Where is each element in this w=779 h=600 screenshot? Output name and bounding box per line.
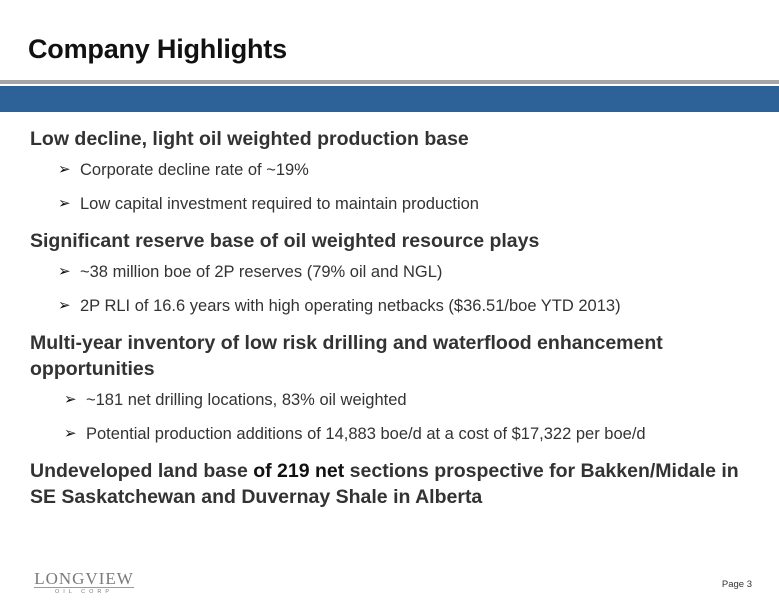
- arrow-bullet-icon: ➢: [58, 161, 71, 178]
- bullet-text: Corporate decline rate of ~19%: [80, 161, 309, 179]
- bullet-text: ~38 million boe of 2P reserves (79% oil …: [80, 263, 443, 281]
- logo-subtitle: OIL CORP: [34, 587, 134, 595]
- arrow-bullet-icon: ➢: [58, 195, 71, 212]
- arrow-bullet-icon: ➢: [58, 263, 71, 280]
- bullet-item: ➢ 2P RLI of 16.6 years with high operati…: [30, 296, 760, 316]
- bullet-item: ➢ ~38 million boe of 2P reserves (79% oi…: [30, 262, 760, 282]
- section-heading-production: Low decline, light oil weighted producti…: [30, 128, 469, 150]
- bullet-item: ➢ Potential production additions of 14,8…: [30, 424, 760, 444]
- bullet-text: Low capital investment required to maint…: [80, 195, 479, 213]
- bullet-item: ➢ ~181 net drilling locations, 83% oil w…: [30, 390, 760, 410]
- bullet-item: ➢ Corporate decline rate of ~19%: [30, 160, 760, 180]
- bullet-text: ~181 net drilling locations, 83% oil wei…: [86, 391, 407, 409]
- header-band-blue: [0, 86, 779, 112]
- heading-text: Undeveloped land base: [30, 460, 254, 482]
- highlights-content: Low decline, light oil weighted producti…: [30, 126, 760, 510]
- bullet-text: 2P RLI of 16.6 years with high operating…: [80, 297, 621, 315]
- arrow-bullet-icon: ➢: [64, 425, 77, 442]
- company-logo: LONGVIEW OIL CORP: [34, 569, 134, 595]
- section-heading-land: Undeveloped land base of 219 net section…: [30, 458, 760, 510]
- bullet-list-reserves: ➢ ~38 million boe of 2P reserves (79% oi…: [30, 262, 760, 316]
- heading-text: sections prospective for Bakken/Midale i…: [30, 460, 739, 508]
- section-heading-reserves: Significant reserve base of oil weighted…: [30, 230, 540, 252]
- arrow-bullet-icon: ➢: [64, 391, 77, 408]
- page-title: Company Highlights: [28, 34, 287, 64]
- bullet-list-production: ➢ Corporate decline rate of ~19% ➢ Low c…: [30, 160, 760, 214]
- header-divider-gray: [0, 80, 779, 84]
- bullet-text: Potential production additions of 14,883…: [86, 425, 646, 443]
- page-number: Page 3: [721, 579, 752, 590]
- arrow-bullet-icon: ➢: [58, 297, 71, 314]
- bullet-list-inventory: ➢ ~181 net drilling locations, 83% oil w…: [30, 390, 760, 444]
- heading-text-emphasis: of 219 net: [253, 460, 345, 482]
- bullet-item: ➢ Low capital investment required to mai…: [30, 194, 760, 214]
- section-heading-inventory: Multi-year inventory of low risk drillin…: [30, 332, 663, 380]
- logo-name: LONGVIEW: [34, 569, 134, 588]
